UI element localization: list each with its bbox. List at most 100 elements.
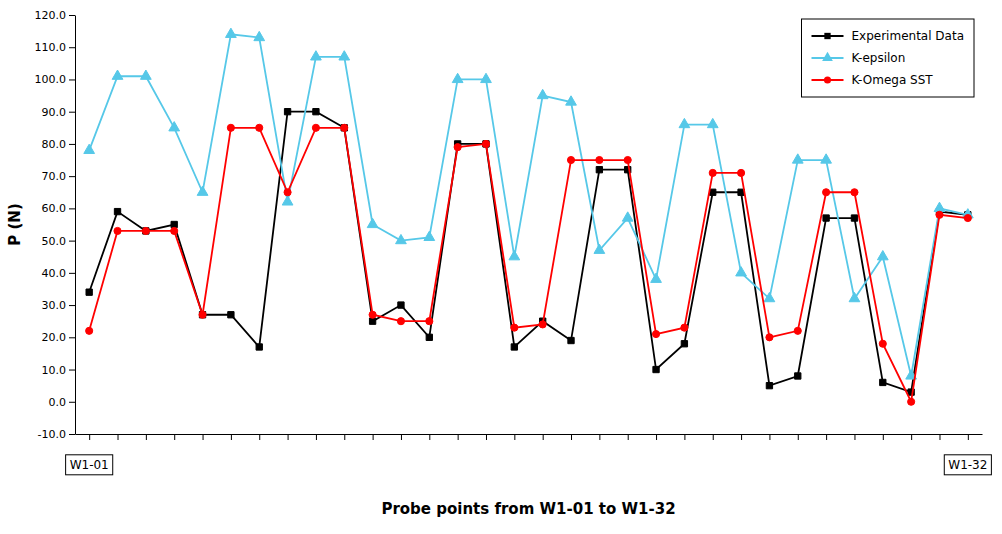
legend: Experimental DataK-epsilonK-Omega SST (802, 19, 975, 97)
x-tick (939, 434, 940, 440)
x-tick-mark (203, 434, 204, 440)
point (228, 312, 234, 318)
point (821, 154, 832, 163)
y-tick-mark (69, 47, 75, 48)
point (539, 321, 546, 328)
point (766, 382, 772, 388)
point (398, 302, 404, 308)
x-tick (118, 434, 119, 440)
y-tick: 10.0 (42, 364, 76, 377)
point (284, 109, 290, 115)
point (397, 318, 404, 325)
point (568, 337, 574, 343)
y-tick: 70.0 (42, 170, 76, 183)
x-tick (968, 434, 969, 440)
point (849, 292, 860, 301)
y-tick-mark (69, 402, 75, 403)
point (454, 144, 461, 151)
y-tick-mark (69, 434, 75, 435)
x-tick (769, 434, 770, 440)
point (679, 118, 690, 127)
point (284, 189, 291, 196)
y-tick-mark (69, 79, 75, 80)
x-tick (571, 434, 572, 440)
y-tick: 110.0 (35, 41, 76, 54)
x-tick-mark (968, 434, 969, 440)
y-tick-label: 0.0 (49, 396, 67, 409)
point (483, 141, 489, 147)
y-tick: 60.0 (42, 202, 76, 215)
point (681, 324, 688, 331)
annotation-box (944, 455, 991, 475)
legend-marker (824, 76, 831, 83)
x-tick (429, 434, 430, 440)
x-tick-mark (656, 434, 657, 440)
point (596, 156, 603, 163)
y-tick-label: 70.0 (42, 170, 67, 183)
y-tick-mark (69, 305, 75, 306)
x-tick-mark (543, 434, 544, 440)
y-tick-label: 110.0 (35, 41, 67, 54)
point (596, 167, 602, 173)
point (114, 208, 120, 214)
y-tick: 30.0 (42, 299, 76, 312)
y-tick-label: 20.0 (42, 331, 67, 344)
point (653, 366, 659, 372)
point (792, 154, 803, 163)
y-tick-label: 80.0 (42, 138, 67, 151)
x-tick-mark (514, 434, 515, 440)
point (199, 311, 206, 318)
x-tick-mark (174, 434, 175, 440)
y-tick-mark (69, 241, 75, 242)
legend-box (802, 19, 975, 97)
point (169, 122, 180, 131)
point (341, 124, 348, 131)
point (511, 324, 518, 331)
y-tick: 80.0 (42, 138, 76, 151)
point (341, 125, 347, 131)
x-tick (174, 434, 175, 440)
x-axis-title: Probe points from W1-01 to W1-32 (381, 500, 675, 518)
point (624, 156, 631, 163)
point (426, 334, 432, 340)
x-tick-mark (769, 434, 770, 440)
annotation: W1-01 (66, 455, 113, 475)
legend-label: K-epsilon (852, 51, 906, 65)
y-tick-label: 60.0 (42, 202, 67, 215)
x-tick-mark (231, 434, 232, 440)
y-tick-mark (69, 144, 75, 145)
point (934, 202, 945, 211)
point (707, 118, 718, 127)
point (652, 331, 659, 338)
point (736, 267, 747, 276)
y-tick-mark (69, 273, 75, 274)
legend-label: K-Omega SST (852, 73, 934, 87)
point (880, 379, 886, 385)
legend-item: K-Omega SST (812, 73, 934, 87)
point (936, 211, 943, 218)
point (764, 292, 775, 301)
x-tick (741, 434, 742, 440)
point (369, 318, 375, 324)
x-tick (854, 434, 855, 440)
x-tick-mark (599, 434, 600, 440)
point (622, 212, 633, 221)
point (566, 96, 577, 105)
x-tick (89, 434, 90, 440)
point (681, 341, 687, 347)
point (197, 186, 208, 195)
y-tick-label: 40.0 (42, 267, 67, 280)
x-tick (373, 434, 374, 440)
y-tick: 0.0 (49, 396, 76, 409)
x-tick (543, 434, 544, 440)
point (142, 227, 149, 234)
point (738, 169, 745, 176)
point (312, 124, 319, 131)
legend-marker (822, 52, 833, 61)
point (199, 312, 205, 318)
y-tick-mark (69, 370, 75, 371)
point (851, 189, 858, 196)
x-tick (316, 434, 317, 440)
point (254, 31, 265, 40)
y-tick-mark (69, 176, 75, 177)
